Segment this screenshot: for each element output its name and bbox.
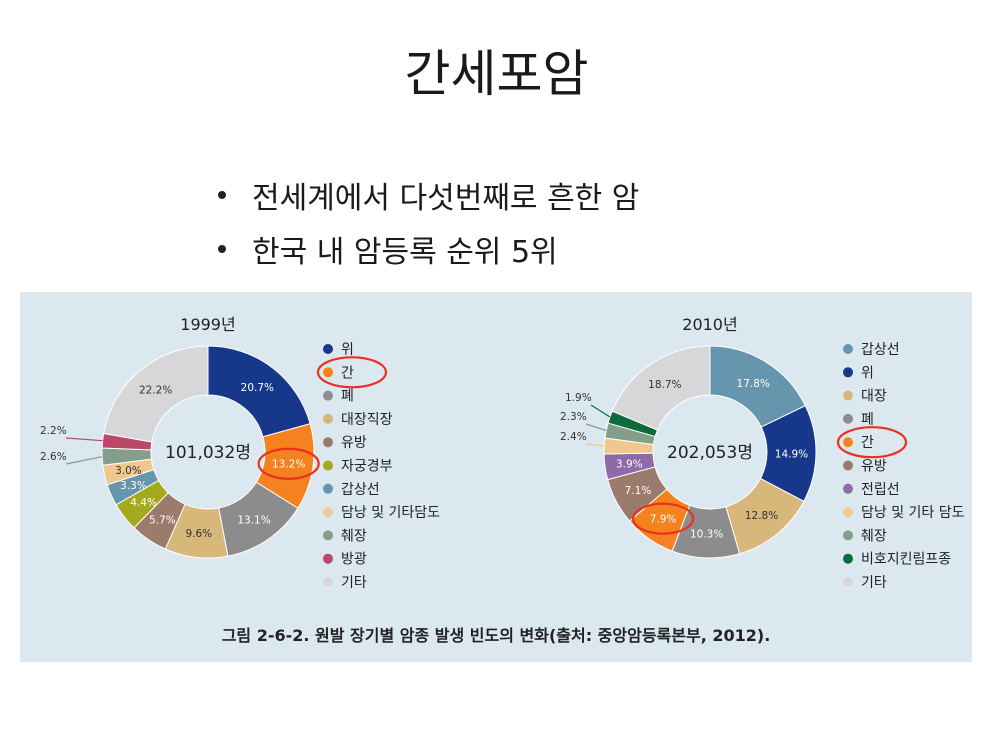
data-label: 13.2% (272, 459, 305, 471)
legend-label: 기타 (341, 575, 367, 591)
data-label: 7.1% (625, 485, 652, 497)
data-label: 4.4% (130, 497, 157, 509)
data-label: 2.3% (560, 411, 587, 423)
donut-charts: 1999년 20.7% 13.2% 13.1% 9.6% 5.7% 4.4% 3.3% 3.0%… (40, 315, 965, 591)
legend-swatch (843, 553, 853, 564)
legend-swatch (323, 530, 333, 541)
data-label: 3.0% (115, 465, 142, 477)
data-label: 17.8% (737, 378, 770, 390)
legend-label: 비호지킨림프종 (861, 552, 951, 568)
data-label: 2.2% (40, 425, 67, 437)
legend-swatch (323, 460, 333, 471)
data-label: 3.3% (120, 480, 147, 492)
data-label: 12.8% (745, 510, 778, 522)
highlight-circle (316, 356, 388, 389)
legend-label: 갑상선 (861, 342, 900, 358)
legend-swatch (323, 344, 333, 354)
leader-line (65, 437, 103, 442)
legend-label: 췌장 (861, 528, 887, 544)
pie-slice-1 (207, 345, 311, 438)
bullet-item: 전세계에서 다섯번째로 흔한 암 (218, 168, 639, 222)
data-label: 3.9% (616, 458, 643, 470)
bullet-text: 전세계에서 다섯번째로 흔한 암 (252, 181, 640, 216)
legend-swatch (843, 367, 853, 378)
bullet-item: 한국 내 암등록 순위 5위 (218, 222, 639, 276)
legend-swatch (843, 437, 853, 448)
legend-swatch (323, 507, 333, 518)
leader-line (585, 423, 607, 432)
legend-label: 폐 (861, 412, 874, 428)
leader-line (590, 404, 611, 418)
legend-label: 위 (861, 365, 874, 381)
legend-swatch (843, 460, 853, 471)
legend-swatch (843, 530, 853, 541)
pie-slice-11 (611, 345, 711, 431)
legend-label: 방광 (341, 552, 367, 568)
data-label: 2.6% (40, 451, 67, 463)
highlight-circle (257, 447, 320, 480)
legend-swatch (843, 390, 853, 401)
center-total: 202,053명 (667, 443, 753, 463)
legend-label: 유방 (341, 435, 367, 451)
highlight-circle (632, 502, 695, 535)
legend-swatch (843, 483, 853, 494)
legend-label: 전립선 (861, 482, 900, 498)
chart-title: 1999년 (180, 315, 235, 334)
legend-swatch (843, 344, 853, 354)
legend-label: 췌장 (341, 528, 367, 544)
legend-label: 간 (341, 365, 354, 381)
legend-label: 간 (861, 435, 874, 451)
data-label: 5.7% (149, 515, 176, 527)
data-label: 18.7% (648, 379, 681, 391)
legend-label: 유방 (861, 459, 887, 475)
legend-label: 폐 (341, 389, 354, 405)
legend-label: 담낭 및 기타 담도 (861, 505, 965, 521)
legend-swatch (843, 413, 853, 424)
data-label: 14.9% (775, 448, 808, 460)
pie-slice-11 (103, 345, 209, 443)
leader-line (585, 443, 605, 447)
data-label: 7.9% (650, 514, 677, 526)
legend-swatch (323, 437, 333, 448)
legend-label: 위 (341, 342, 354, 358)
slide-title: 간세포암 (404, 45, 589, 103)
legend-swatch (323, 413, 333, 424)
data-label: 13.1% (237, 514, 270, 526)
legend-label: 담낭 및 기타담도 (341, 505, 440, 521)
bullet-text: 한국 내 암등록 순위 5위 (252, 235, 558, 270)
data-label: 2.4% (560, 431, 587, 443)
legend-label: 자궁경부 (341, 459, 393, 475)
legend-label: 대장 (861, 389, 887, 405)
figure-caption: 그림 2-6-2. 원발 장기별 암종 발생 빈도의 변화(출처: 중앙암등록본… (221, 626, 771, 645)
bullet-dot (218, 191, 226, 199)
legend-label: 대장직장 (341, 412, 393, 428)
center-total: 101,032명 (165, 443, 251, 463)
chart-title: 2010년 (682, 315, 737, 334)
legend-label: 기타 (861, 575, 887, 591)
legend-swatch (843, 577, 853, 587)
legend-label: 갑상선 (341, 482, 380, 498)
data-label: 22.2% (139, 385, 172, 397)
figure-panel: 1999년 20.7% 13.2% 13.1% 9.6% 5.7% 4.4% 3.3% 3.0%… (20, 292, 972, 662)
legend-swatch (323, 367, 333, 378)
data-label: 20.7% (241, 382, 274, 394)
highlight-circle (836, 426, 908, 459)
legend-swatch (323, 483, 333, 494)
legend-swatch (843, 507, 853, 518)
bullet-dot (218, 245, 226, 253)
bullet-list: 전세계에서 다섯번째로 흔한 암 한국 내 암등록 순위 5위 (218, 168, 639, 276)
leader-line (65, 456, 103, 465)
legend-swatch (323, 577, 333, 587)
legend-swatch (323, 553, 333, 564)
legend-swatch (323, 390, 333, 401)
data-label: 9.6% (185, 528, 212, 540)
data-label: 1.9% (565, 392, 592, 404)
data-label: 10.3% (690, 528, 723, 540)
